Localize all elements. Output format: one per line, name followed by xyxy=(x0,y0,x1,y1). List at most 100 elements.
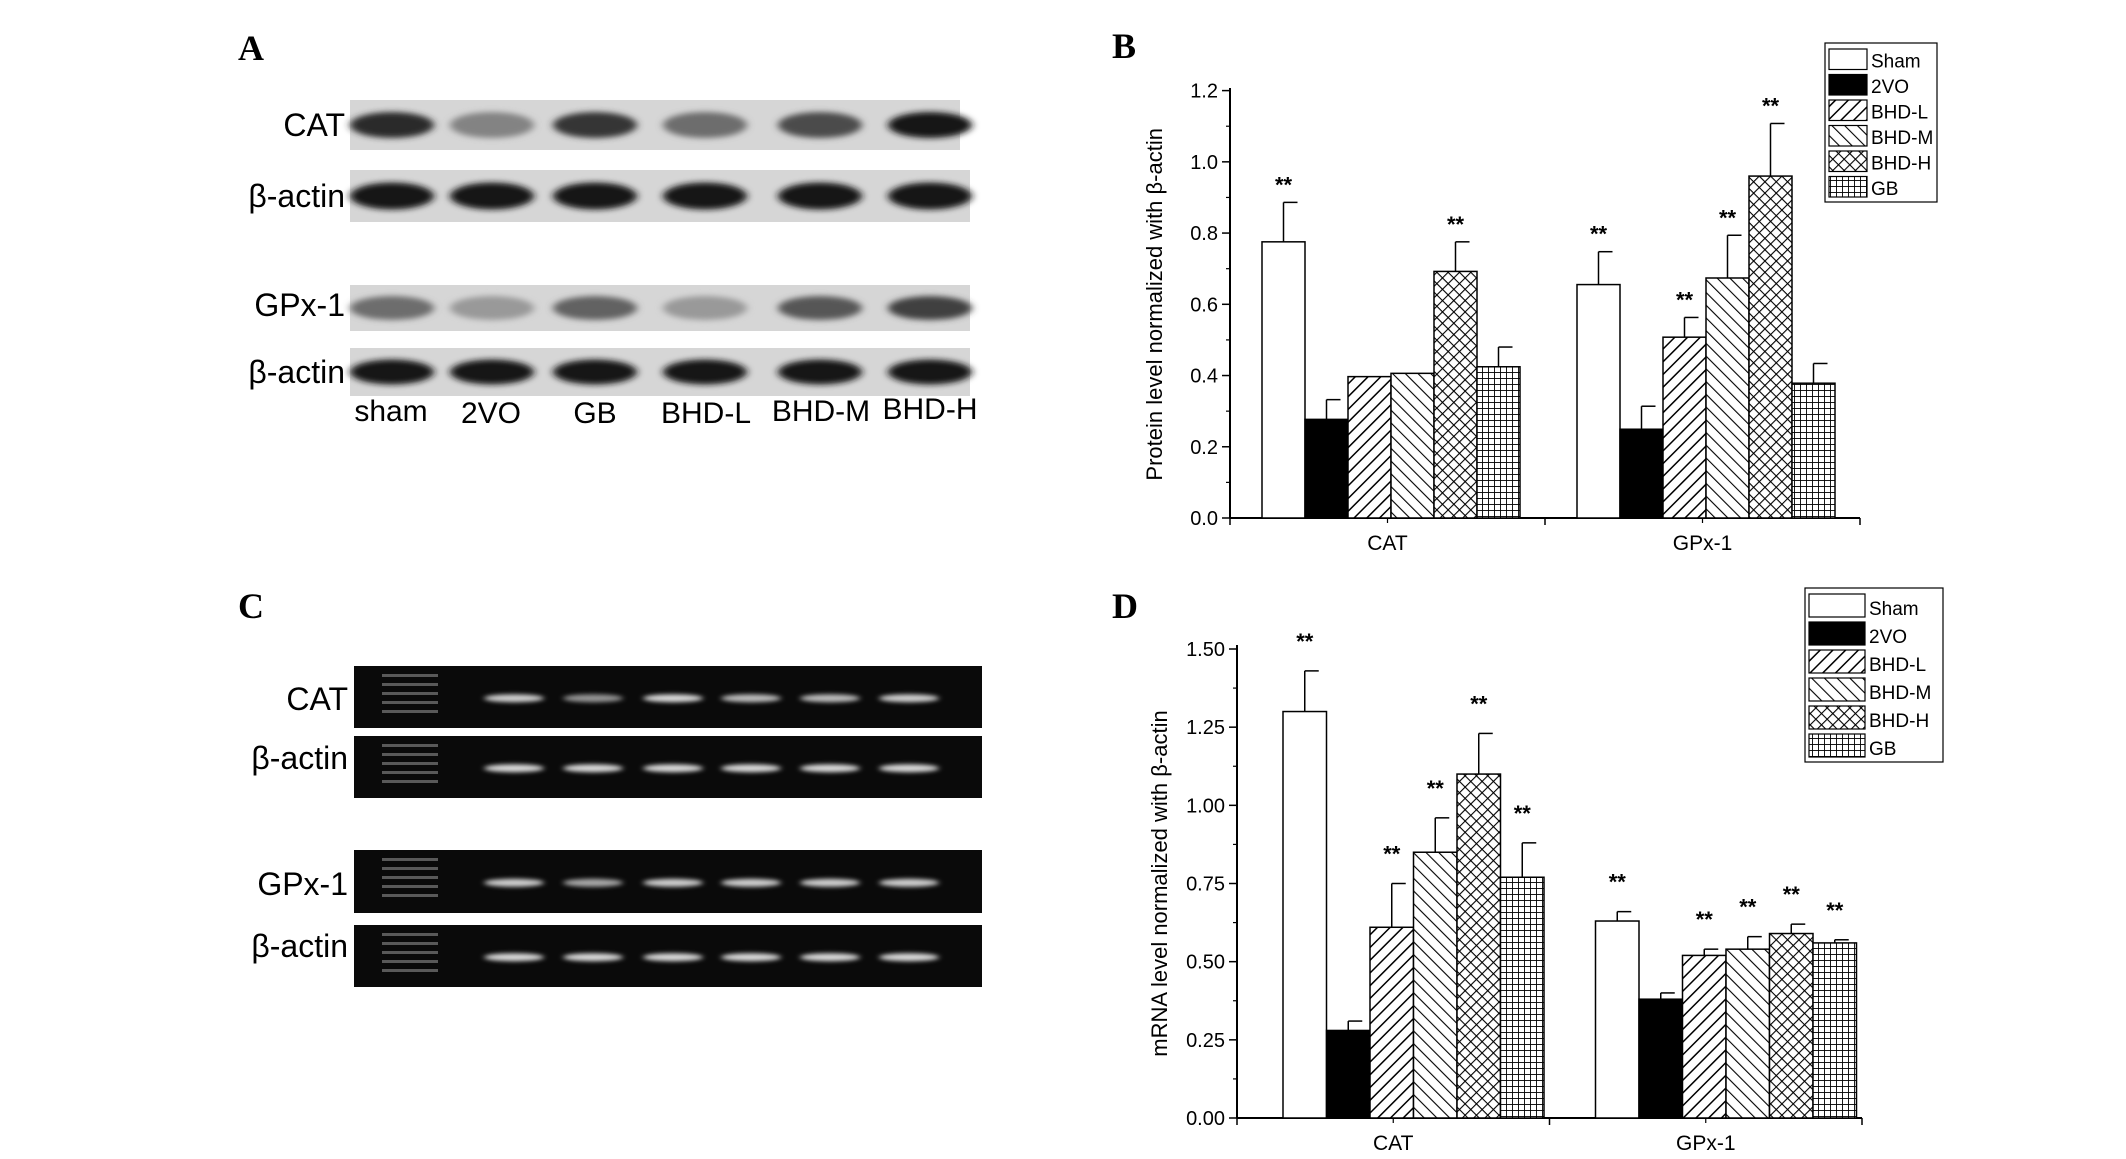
blot-band xyxy=(450,296,534,320)
bar xyxy=(1347,375,1392,519)
significance-marker: ** xyxy=(1762,93,1780,118)
y-axis-title: Protein level normalized with β-actin xyxy=(1142,128,1167,481)
blot-band xyxy=(350,359,434,385)
ladder-band xyxy=(382,753,438,756)
bar xyxy=(1705,277,1750,519)
y-tick-label: 0.2 xyxy=(1190,437,1218,459)
gel-band xyxy=(643,694,703,703)
significance-marker: ** xyxy=(1296,629,1314,654)
lane-label-bhd-m: BHD-M xyxy=(772,395,870,428)
y-tick-label: 0.6 xyxy=(1190,294,1218,316)
significance-marker: ** xyxy=(1447,212,1465,237)
blot-strip xyxy=(350,285,970,331)
bar xyxy=(1619,428,1664,519)
ladder-band xyxy=(382,674,438,677)
bar xyxy=(1304,418,1349,519)
y-tick-label: 1.25 xyxy=(1186,717,1225,739)
legend-swatch xyxy=(1808,705,1866,730)
x-category-label: CAT xyxy=(1367,532,1408,555)
legend-swatch xyxy=(1828,48,1868,71)
significance-marker: ** xyxy=(1739,895,1757,920)
ladder-band xyxy=(382,710,438,713)
gel-band xyxy=(721,694,781,703)
gel-band xyxy=(879,694,939,703)
bar xyxy=(1748,175,1793,519)
ladder-band xyxy=(382,858,438,861)
ladder-band xyxy=(382,762,438,765)
western-blot-panel: CAT β-actin GPx-1 β-actin sham 2VO GB BH… xyxy=(248,100,978,430)
significance-marker: ** xyxy=(1427,776,1445,801)
blot-band xyxy=(553,359,637,385)
blot-band xyxy=(450,112,534,138)
y-tick-label: 1.2 xyxy=(1190,81,1218,103)
gel-band xyxy=(721,764,781,773)
legend-label: BHD-M xyxy=(1869,683,1931,704)
panel-letter-d: D xyxy=(1112,586,1138,626)
blot-band xyxy=(450,359,534,385)
blot-band xyxy=(778,296,862,320)
gel-label-cat: CAT xyxy=(286,681,348,717)
legend-swatch xyxy=(1808,677,1866,702)
gel-band xyxy=(800,694,860,703)
blot-band xyxy=(553,112,637,138)
legend-label: BHD-H xyxy=(1869,711,1929,732)
legend-label: BHD-L xyxy=(1869,655,1926,676)
gel-band xyxy=(563,953,623,962)
significance-marker: ** xyxy=(1783,882,1801,907)
blot-band xyxy=(663,182,747,210)
panel-letter-b: B xyxy=(1112,26,1136,66)
y-tick-label: 0.00 xyxy=(1186,1108,1225,1130)
ladder-band xyxy=(382,771,438,774)
gel-band xyxy=(643,953,703,962)
gel-band xyxy=(563,764,623,773)
blot-band xyxy=(350,182,434,210)
blot-band xyxy=(350,296,434,320)
blot-band xyxy=(350,112,434,138)
gel-label-gpx1: GPx-1 xyxy=(257,866,348,902)
blot-label-cat: CAT xyxy=(283,107,345,143)
significance-marker: ** xyxy=(1590,222,1608,247)
lane-label-bhd-h: BHD-H xyxy=(883,393,978,426)
bar xyxy=(1456,773,1502,1119)
legend-label: GB xyxy=(1871,179,1898,200)
gel-band xyxy=(643,764,703,773)
bar xyxy=(1476,366,1521,519)
ladder-band xyxy=(382,701,438,704)
gel-band xyxy=(484,694,544,703)
gel-label-beta-actin-2: β-actin xyxy=(251,928,348,964)
y-tick-label: 0.8 xyxy=(1190,223,1218,245)
bar xyxy=(1791,382,1836,519)
bar xyxy=(1725,948,1771,1119)
ladder-band xyxy=(382,951,438,954)
gel-band xyxy=(484,878,544,887)
blot-band xyxy=(778,182,862,210)
protein-level-chart: 0.0 0.2 0.4 0.6 0.8 1.0 1.2 Protein level norma… xyxy=(1142,42,1938,555)
gel-band xyxy=(879,764,939,773)
x-category-label: GPx-1 xyxy=(1676,1132,1736,1155)
bar xyxy=(1681,954,1727,1119)
blot-strip xyxy=(350,348,970,396)
ladder-band xyxy=(382,867,438,870)
significance-marker: ** xyxy=(1676,287,1694,312)
x-category-label: GPx-1 xyxy=(1673,532,1733,555)
y-tick-label: 1.00 xyxy=(1186,795,1225,817)
legend-swatch xyxy=(1808,593,1866,618)
blot-band xyxy=(450,182,534,210)
y-axis-title: mRNA level normalized with β-actin xyxy=(1147,710,1172,1056)
blot-strip xyxy=(350,100,960,150)
blot-label-gpx1: GPx-1 xyxy=(254,287,345,323)
blot-band xyxy=(553,182,637,210)
bar xyxy=(1662,336,1707,519)
gel-label-beta-actin-1: β-actin xyxy=(251,740,348,776)
legend-label: GB xyxy=(1869,739,1896,760)
ladder-band xyxy=(382,780,438,783)
gel-band xyxy=(643,878,703,887)
legend-label: 2VO xyxy=(1871,77,1909,98)
bar xyxy=(1261,241,1306,519)
legend-swatch xyxy=(1828,175,1868,198)
y-tick-label: 0.0 xyxy=(1190,508,1218,530)
blot-band xyxy=(778,112,862,138)
ladder-band xyxy=(382,885,438,888)
mrna-level-chart: 0.00 0.25 0.50 0.75 1.00 1.25 1.50 mRNA level n… xyxy=(1147,587,1944,1155)
